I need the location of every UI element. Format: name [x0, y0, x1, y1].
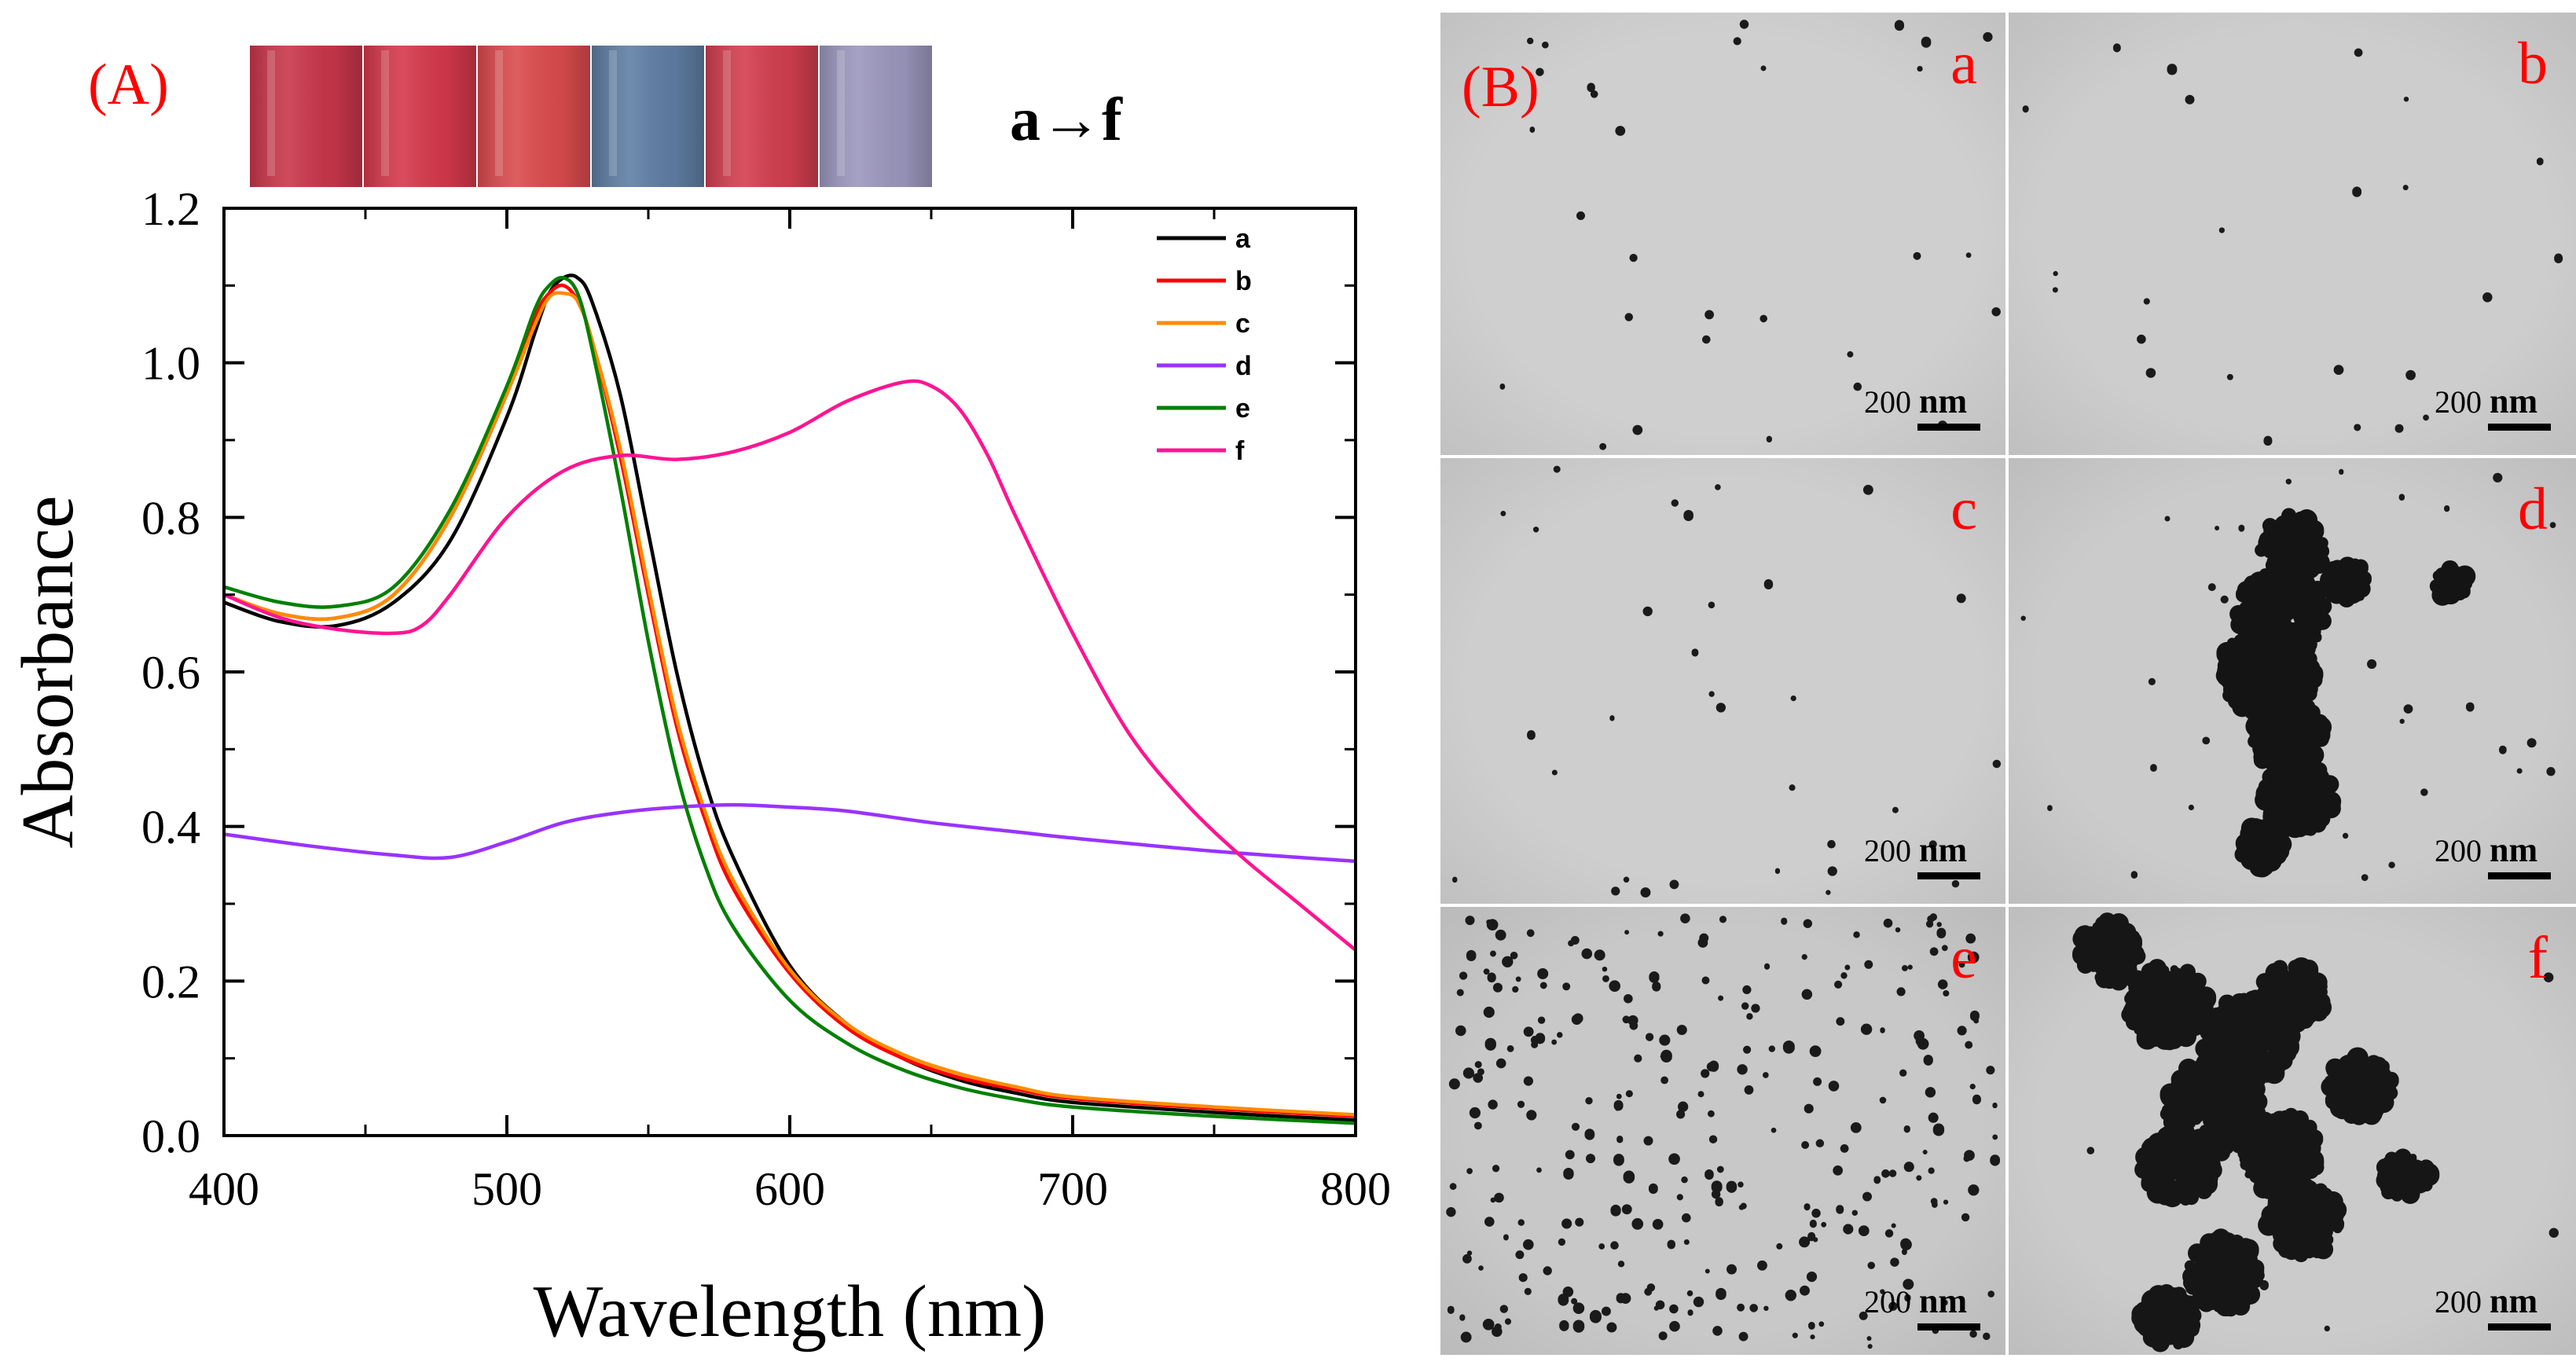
scale-bar: [1917, 424, 1980, 431]
x-axis-label: Wavelength (nm): [534, 1271, 1047, 1352]
y-tick-label: 0.2: [141, 956, 200, 1007]
series-line-e: [223, 275, 1356, 1125]
tem-vignette: [2009, 13, 2576, 455]
legend-label: d: [1235, 351, 1252, 381]
plot-frame: [222, 207, 1357, 1137]
vial-e: [706, 46, 818, 187]
tem-panel-b: b 200 nm: [2009, 13, 2576, 455]
panel-b-label: (B): [1462, 55, 1539, 119]
tem-aggregate: [2215, 508, 2476, 878]
tem-panel-label: e: [1950, 925, 1977, 991]
scale-bar: [2488, 872, 2551, 879]
scale-bar-value: 200: [2435, 384, 2482, 420]
x-tick-label: 600: [754, 1163, 825, 1215]
vial-highlight: [267, 50, 275, 176]
tem-vignette: [1440, 13, 2005, 455]
tem-panel-c: c 200 nm: [1440, 458, 2005, 904]
series-line-f: [223, 379, 1357, 952]
absorbance-chart: 400 500 600 700 800 0.0 0.2 0.4 0.6 0.8 1.0 1.2 abc…: [141, 183, 1391, 1215]
vial-shading: [250, 46, 362, 187]
legend-item-e: e: [1157, 394, 1250, 424]
y-axis-label: Absorbance: [7, 496, 89, 849]
vial-d: [592, 46, 704, 187]
series-layer: [223, 273, 1357, 1125]
vial-b: [364, 46, 476, 187]
scale-bar: [1917, 1323, 1980, 1330]
y-tick-label: 0.8: [141, 492, 200, 544]
tem-panel-label: a: [1950, 31, 1977, 97]
vial-highlight: [837, 50, 845, 176]
y-tick-label: 0.4: [141, 802, 200, 853]
vial-c: [478, 46, 590, 187]
scale-bar-unit: nm: [2490, 382, 2537, 420]
tem-panel-f: f 200 nm: [2009, 907, 2576, 1355]
vial-highlight: [723, 50, 731, 176]
scale-bar-unit: nm: [1919, 382, 1967, 420]
ticks-layer: 400 500 600 700 800 0.0 0.2 0.4 0.6 0.8 1.0 1.2: [141, 183, 1391, 1215]
legend-item-c: c: [1157, 309, 1250, 339]
scale-bar: [2488, 424, 2551, 431]
scale-bar: [2488, 1323, 2551, 1330]
tem-aggregate: [2072, 912, 2440, 1352]
vial-f: [820, 46, 932, 187]
y-tick-label: 0.6: [141, 647, 200, 699]
vial-shading: [820, 46, 932, 187]
x-tick-label: 400: [189, 1163, 259, 1215]
vial-shading: [706, 46, 818, 187]
series-line-c: [223, 291, 1356, 1117]
legend-label: f: [1235, 436, 1245, 466]
legend-label: b: [1235, 266, 1252, 296]
tem-vignette: [1440, 458, 2005, 904]
scale-bar-unit: nm: [2490, 1282, 2537, 1320]
vial-a: [250, 46, 362, 187]
x-tick-label: 500: [472, 1163, 542, 1215]
y-tick-label: 1.2: [141, 183, 200, 235]
panel-a-label: (A): [88, 53, 169, 117]
scale-bar-unit: nm: [1919, 1282, 1967, 1320]
legend-label: c: [1235, 309, 1250, 339]
vial-shading: [592, 46, 704, 187]
y-tick-label: 0.0: [141, 1110, 200, 1162]
vial-highlight: [381, 50, 389, 176]
scale-bar-value: 200: [1864, 833, 1911, 868]
series-line-d: [223, 802, 1356, 864]
tem-panel-label: d: [2518, 476, 2548, 542]
vial-highlight: [609, 50, 617, 176]
x-tick-label: 700: [1037, 1163, 1108, 1215]
scale-bar-value: 200: [2435, 1284, 2482, 1319]
scale-bar: [1917, 872, 1980, 879]
vial-row: [250, 46, 932, 187]
tem-panel-label: c: [1950, 476, 1977, 542]
legend-item-a: a: [1157, 224, 1251, 254]
legend-label: a: [1235, 224, 1251, 254]
vial-highlight: [495, 50, 503, 176]
y-tick-label: 1.0: [141, 338, 200, 390]
legend-item-f: f: [1157, 436, 1245, 466]
tem-panel-d: d 200 nm: [2009, 458, 2576, 904]
vial-sequence-label: a→f: [1010, 85, 1123, 153]
tem-panel-label: f: [2528, 925, 2548, 991]
scale-bar-value: 200: [1864, 1284, 1911, 1319]
tem-panel-e: e 200 nm: [1440, 907, 2005, 1355]
tem-panel-label: b: [2518, 31, 2548, 97]
series-line-b: [223, 283, 1356, 1118]
scale-bar-unit: nm: [2490, 831, 2537, 869]
tem-panel-a: a 200 nm: [1440, 13, 2005, 455]
legend-label: e: [1235, 394, 1250, 424]
scale-bar-unit: nm: [1919, 831, 1967, 869]
tem-nanoparticles: [1446, 913, 2001, 1349]
legend-item-d: d: [1157, 351, 1252, 381]
vial-shading: [478, 46, 590, 187]
x-tick-label: 800: [1320, 1163, 1391, 1215]
legend-item-b: b: [1157, 266, 1252, 296]
scale-bar-value: 200: [1864, 384, 1911, 420]
series-line-a: [223, 273, 1356, 1122]
vial-shading: [364, 46, 476, 187]
scale-bar-value: 200: [2435, 833, 2482, 868]
